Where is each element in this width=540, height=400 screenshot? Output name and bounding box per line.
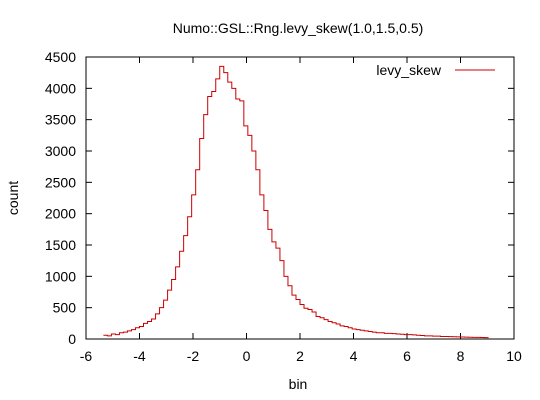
y-tick-label: 500 [53,300,77,316]
x-tick-label: 6 [403,348,411,364]
y-axis-label: count [5,181,21,215]
x-tick-label: 2 [296,348,304,364]
series-levy-skew-line [103,65,489,339]
y-tick-label: 0 [68,331,76,347]
y-tick-label: 4000 [45,80,76,96]
y-tick-label: 1000 [45,268,76,284]
y-tick-label: 3000 [45,143,76,159]
chart-title: Numo::GSL::Rng.levy_skew(1.0,1.5,0.5) [173,20,424,36]
x-tick-label: -4 [133,348,146,364]
x-tick-label: 0 [243,348,251,364]
tick-labels: -6 -4 -2 0 2 4 6 8 10 0 500 1000 1500 2000 2500 3000 350… [45,49,522,364]
x-tick-label: 4 [350,348,358,364]
x-axis-label: bin [289,376,308,392]
y-tick-label: 1500 [45,237,76,253]
y-tick-label: 2500 [45,174,76,190]
legend-label-levy-skew: levy_skew [376,62,441,78]
plot-frame [85,56,515,340]
x-tick-label: 8 [457,348,465,364]
y-tick-label: 3500 [45,112,76,128]
y-tick-label: 2000 [45,206,76,222]
legend: levy_skew [376,62,495,78]
x-tick-label: 10 [506,348,522,364]
x-tick-label: -2 [187,348,200,364]
axis-ticks [85,56,515,340]
y-tick-label: 4500 [45,49,76,65]
x-tick-label: -6 [80,348,93,364]
